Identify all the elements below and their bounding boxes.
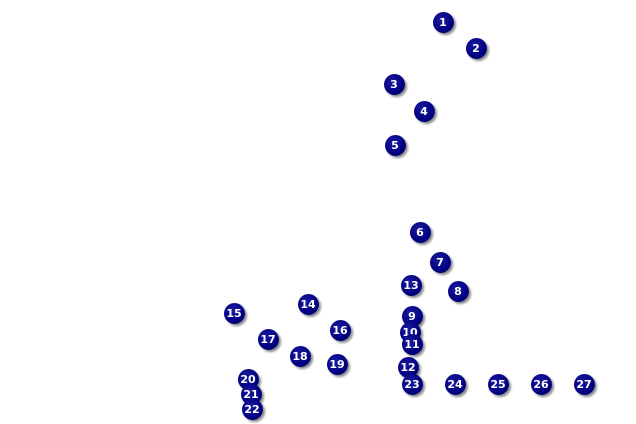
- map-marker-11[interactable]: 11: [401, 333, 423, 355]
- map-marker-2[interactable]: 2: [465, 37, 487, 59]
- map-marker-5[interactable]: 5: [384, 134, 406, 156]
- map-marker-7[interactable]: 7: [429, 251, 451, 273]
- map-marker-23[interactable]: 23: [401, 373, 423, 395]
- map-marker-3[interactable]: 3: [383, 73, 405, 95]
- map-marker-14[interactable]: 14: [297, 293, 319, 315]
- map-marker-13[interactable]: 13: [400, 274, 422, 296]
- map-marker-8[interactable]: 8: [447, 280, 469, 302]
- map-marker-26[interactable]: 26: [530, 373, 552, 395]
- map-marker-6[interactable]: 6: [409, 221, 431, 243]
- map-marker-16[interactable]: 16: [329, 319, 351, 341]
- map-marker-1[interactable]: 1: [432, 11, 454, 33]
- map-marker-17[interactable]: 17: [257, 328, 279, 350]
- map-marker-12[interactable]: 12: [397, 356, 419, 378]
- map-marker-15[interactable]: 15: [223, 302, 245, 324]
- map-marker-25[interactable]: 25: [487, 373, 509, 395]
- map-marker-18[interactable]: 18: [289, 345, 311, 367]
- map-marker-19[interactable]: 19: [326, 353, 348, 375]
- map-marker-4[interactable]: 4: [413, 100, 435, 122]
- map-marker-22[interactable]: 22: [241, 398, 263, 420]
- map-marker-24[interactable]: 24: [444, 373, 466, 395]
- map-marker-9[interactable]: 9: [401, 305, 423, 327]
- map-marker-27[interactable]: 27: [573, 373, 595, 395]
